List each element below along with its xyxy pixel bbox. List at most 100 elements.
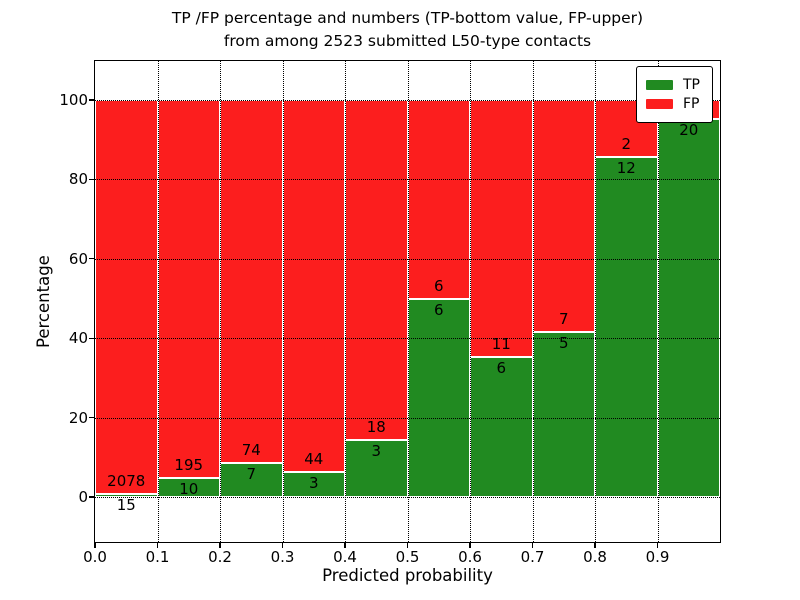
bar-tp-count-label: 12 xyxy=(616,158,636,177)
bar-column xyxy=(220,61,283,542)
x-tick-mark xyxy=(594,543,596,548)
chart-title-line2: from among 2523 submitted L50-type conta… xyxy=(223,32,592,50)
bar-tp-count-label: 3 xyxy=(371,442,382,461)
bar-tp-count-label: 6 xyxy=(433,300,444,319)
bar-segment-fp xyxy=(157,100,220,478)
y-tick-mark xyxy=(89,496,94,498)
gridline-horizontal xyxy=(95,179,720,181)
bar-segment-tp xyxy=(470,356,533,497)
y-tick-label: 20 xyxy=(68,408,88,427)
bar-tp-count-label: 3 xyxy=(308,473,319,492)
gridline-horizontal xyxy=(95,417,720,419)
x-tick-label: 0.9 xyxy=(645,548,670,566)
x-tick-mark xyxy=(156,543,159,548)
bar-fp-count-label: 44 xyxy=(304,449,324,468)
bar-segment-tp xyxy=(595,156,658,497)
x-tick-mark xyxy=(406,543,409,548)
gridline-vertical xyxy=(345,61,346,542)
bar-column xyxy=(95,61,158,542)
bar-segment-tp xyxy=(532,331,595,497)
x-tick-mark xyxy=(281,543,284,548)
chart-title: TP /FP percentage and numbers (TP-bottom… xyxy=(95,7,720,53)
bar-segment-tp xyxy=(95,494,158,497)
x-tick-mark xyxy=(219,543,221,548)
y-tick-mark xyxy=(89,258,94,260)
legend: TP FP xyxy=(636,66,713,123)
bar-fp-count-label: 7 xyxy=(558,309,569,328)
bar-tp-count-label: 15 xyxy=(116,496,136,515)
bar-column xyxy=(345,61,408,542)
bar-segment-fp xyxy=(407,100,470,299)
y-tick-label: 60 xyxy=(68,249,88,268)
chart-title-line1: TP /FP percentage and numbers (TP-bottom… xyxy=(171,9,644,27)
y-tick-label: 80 xyxy=(68,170,88,189)
x-tick-mark xyxy=(656,543,659,548)
gridline-horizontal xyxy=(95,497,720,498)
gridline-vertical xyxy=(157,61,159,542)
y-tick-mark xyxy=(89,416,94,419)
gridline-horizontal xyxy=(95,258,720,260)
y-tick-label: 40 xyxy=(68,329,88,348)
y-tick-mark xyxy=(89,178,94,181)
bar-fp-count-label: 2078 xyxy=(107,472,146,491)
gridline-horizontal xyxy=(95,100,720,101)
bar-segment-fp xyxy=(470,100,533,357)
bar-tp-count-label: 10 xyxy=(179,479,199,498)
gridline-vertical xyxy=(282,61,284,542)
legend-entry-label: FP xyxy=(683,96,700,112)
bar-fp-count-label: 2 xyxy=(621,134,632,153)
x-tick-label: 0.3 xyxy=(270,548,295,566)
bar-column xyxy=(470,61,533,542)
bar-column xyxy=(595,61,658,542)
bar-tp-count-label: 5 xyxy=(558,333,569,352)
bar-fp-count-label: 11 xyxy=(491,334,511,353)
y-tick-mark xyxy=(89,337,94,339)
legend-entry-label: TP xyxy=(683,77,700,93)
bar-segment-fp xyxy=(532,100,595,332)
gridline-horizontal xyxy=(95,338,720,340)
x-tick-label: 0.7 xyxy=(520,548,545,566)
x-tick-mark xyxy=(531,543,534,548)
x-tick-label: 0.8 xyxy=(583,548,607,566)
bar-fp-count-label: 74 xyxy=(241,440,261,459)
y-tick-mark xyxy=(89,99,94,101)
x-tick-label: 0.0 xyxy=(83,548,107,566)
bar-segment-fp xyxy=(345,100,408,441)
x-axis-label: Predicted probability xyxy=(322,566,493,585)
x-tick-label: 0.1 xyxy=(145,548,170,566)
x-tick-mark xyxy=(469,543,471,548)
bar-segment-fp xyxy=(95,100,158,495)
bar-segment-fp xyxy=(220,100,283,463)
x-tick-mark xyxy=(94,543,96,548)
bar-segment-fp xyxy=(282,100,345,472)
bar-tp-count-label: 6 xyxy=(496,358,507,377)
bar-column xyxy=(157,61,220,542)
gridline-vertical xyxy=(595,61,596,542)
legend-entry: FP xyxy=(646,96,700,112)
x-tick-label: 0.2 xyxy=(208,548,232,566)
fp-legend-swatch-icon xyxy=(646,99,673,109)
x-tick-label: 0.5 xyxy=(395,548,420,566)
gridline-vertical xyxy=(532,61,534,542)
plot-area: 2078 15 195 10 74 7 44 3 18 3 6 6 11 6 7 5 2 12 20 xyxy=(94,60,721,543)
y-axis-label: Percentage xyxy=(34,255,53,348)
y-tick-label: 100 xyxy=(59,91,88,109)
x-tick-mark xyxy=(344,543,346,548)
bar-fp-count-label: 18 xyxy=(366,418,386,437)
gridline-vertical xyxy=(220,61,221,542)
gridline-vertical xyxy=(407,61,409,542)
legend-entry: TP xyxy=(646,77,700,93)
gridline-vertical xyxy=(470,61,471,542)
gridline-vertical xyxy=(657,61,659,542)
bar-segment-tp xyxy=(657,118,720,497)
bar-tp-count-label: 7 xyxy=(246,464,257,483)
tp-legend-swatch-icon xyxy=(646,80,673,90)
x-tick-label: 0.6 xyxy=(458,548,482,566)
x-tick-label: 0.4 xyxy=(333,548,357,566)
bar-fp-count-label: 195 xyxy=(174,455,204,474)
bar-fp-count-label: 6 xyxy=(433,276,444,295)
bar-column xyxy=(532,61,595,542)
bar-column xyxy=(282,61,345,542)
bar-segment-tp xyxy=(407,298,470,497)
